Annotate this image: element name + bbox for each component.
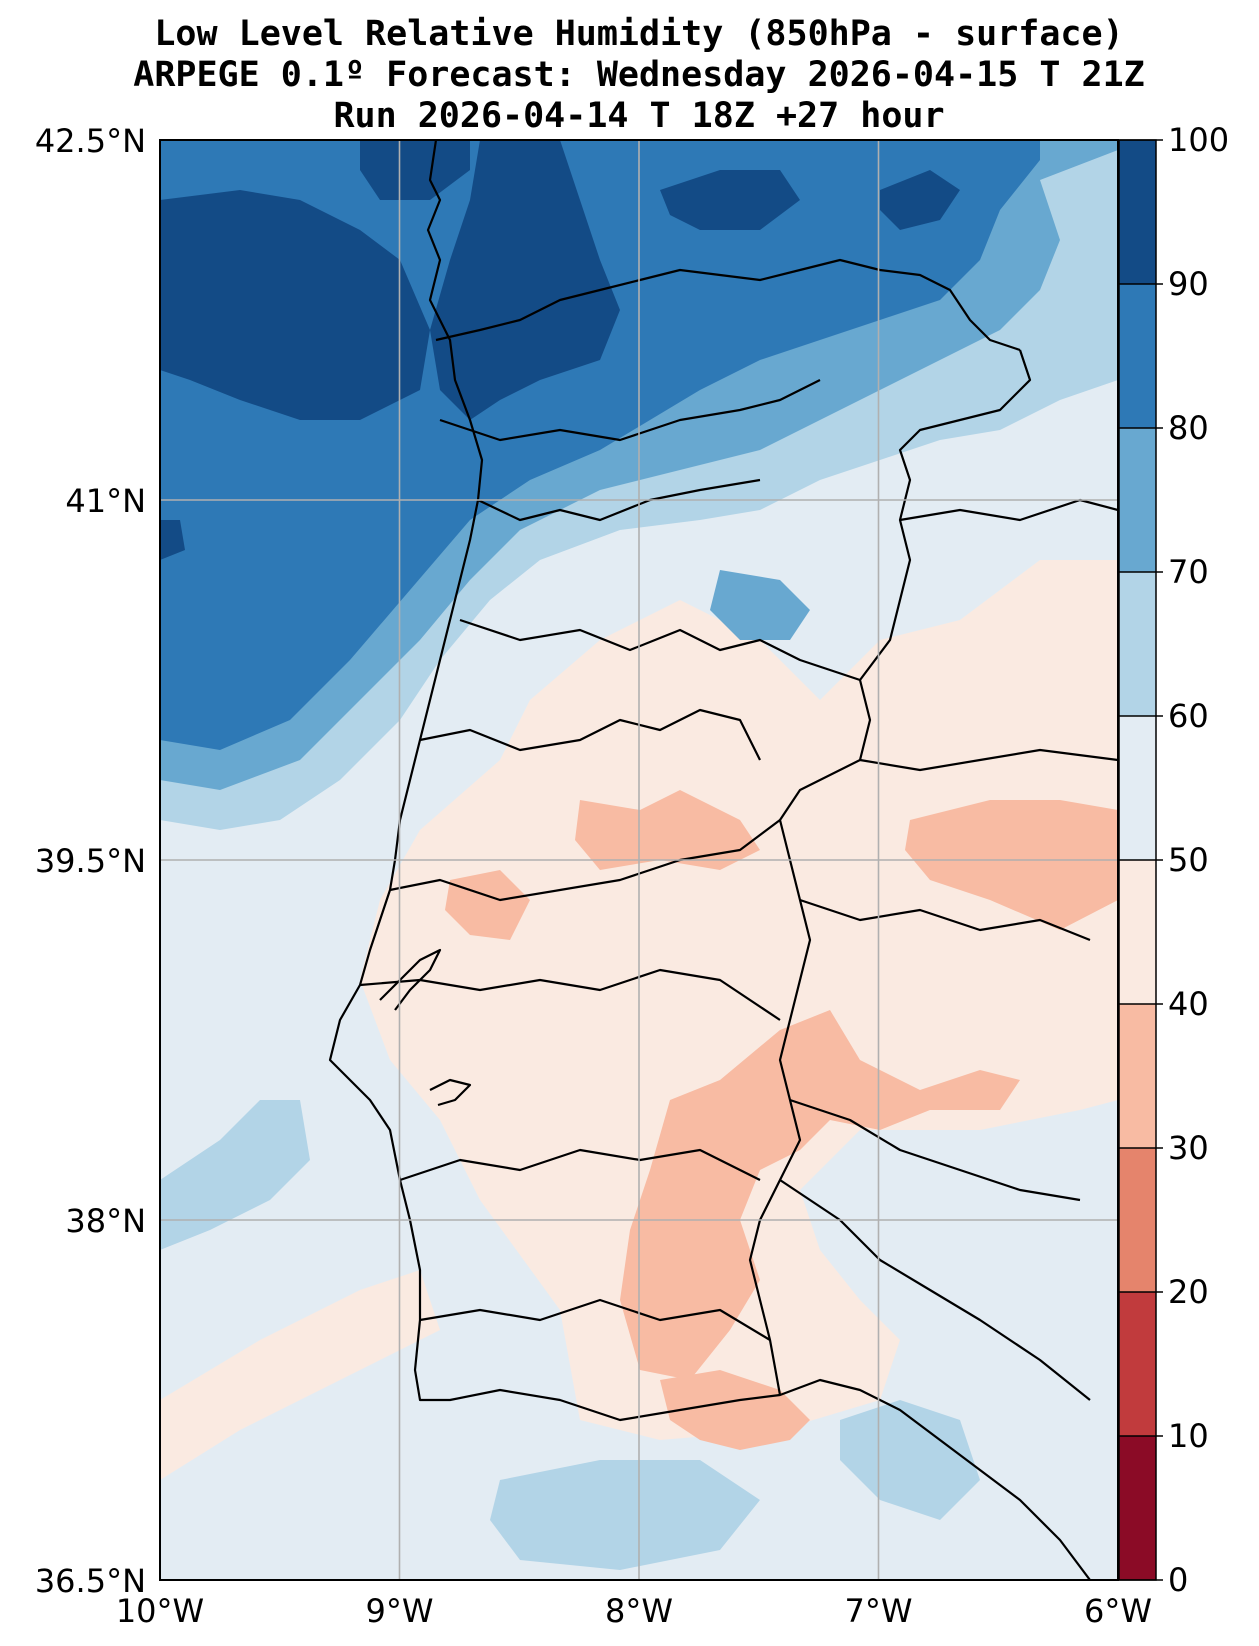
colorbar-label-50: 50 bbox=[1168, 841, 1209, 879]
title-line-3: Run 2026-04-14 T 18Z +27 hour bbox=[333, 96, 944, 136]
rh-90-100-minho bbox=[430, 140, 620, 420]
rh-90-100-galicia-coast bbox=[360, 140, 470, 200]
rh-90-100-offshore-core bbox=[160, 190, 430, 420]
border-district-1 bbox=[439, 379, 821, 442]
rh-90-100-offshore-spot bbox=[160, 520, 185, 560]
colorbar-label-30: 30 bbox=[1168, 1129, 1209, 1167]
lat-axis: 42.5°N 41°N 39.5°N 38°N 36.5°N bbox=[35, 122, 146, 1600]
colorbar-segment-9 bbox=[1119, 140, 1156, 285]
map-frame bbox=[159, 139, 1119, 1581]
colorbar-segment-4 bbox=[1119, 860, 1156, 1005]
colorbar-label-70: 70 bbox=[1168, 553, 1209, 591]
gridlines bbox=[160, 140, 1118, 1580]
rh-60-70-gulf bbox=[840, 1400, 980, 1520]
colorbar-label-10: 10 bbox=[1168, 1417, 1209, 1455]
colorbar-segment-3 bbox=[1119, 1004, 1156, 1149]
colorbar-label-80: 80 bbox=[1168, 409, 1209, 447]
title-line-2: ARPEGE 0.1º Forecast: Wednesday 2026-04-… bbox=[133, 55, 1144, 95]
rh-30-40-west bbox=[445, 870, 530, 940]
colorbar-segment-5 bbox=[1119, 716, 1156, 861]
colorbar-label-90: 90 bbox=[1168, 265, 1209, 303]
colorbar-label-40: 40 bbox=[1168, 985, 1209, 1023]
rh-40-50-east-patch bbox=[960, 610, 1118, 700]
border-portugal-spain-east bbox=[748, 349, 1032, 1396]
lat-label-38: 38°N bbox=[65, 1202, 146, 1240]
lat-label-42-5: 42.5°N bbox=[35, 122, 146, 160]
border-spain-4 bbox=[789, 1098, 1081, 1202]
title-line-1: Low Level Relative Humidity (850hPa - su… bbox=[154, 14, 1123, 54]
lon-label-6w: 6°W bbox=[1084, 1592, 1152, 1630]
rh-90-100-leon bbox=[880, 170, 960, 230]
rh-30-40-south bbox=[660, 1370, 810, 1450]
border-spain-3 bbox=[799, 898, 1091, 942]
coastline bbox=[328, 140, 1091, 1580]
colorbar-segment-2 bbox=[1119, 1148, 1156, 1293]
lon-axis: 10°W 9°W 8°W 7°W 6°W bbox=[116, 1592, 1152, 1630]
border-district-4 bbox=[419, 708, 761, 761]
colorbar-segment-1 bbox=[1119, 1292, 1156, 1437]
border-sado-estuary bbox=[429, 1078, 472, 1107]
rh-60-70-south-offshore bbox=[490, 1460, 760, 1570]
rh-40-50-atlantic-strip bbox=[160, 1270, 440, 1480]
border-spain-2 bbox=[859, 748, 1118, 772]
colorbar-label-60: 60 bbox=[1168, 697, 1209, 735]
border-portugal-spain-north bbox=[435, 258, 1021, 352]
colorbar-label-20: 20 bbox=[1168, 1273, 1209, 1311]
lat-label-41: 41°N bbox=[65, 482, 146, 520]
border-district-6 bbox=[359, 968, 781, 1021]
colorbar-label-100: 100 bbox=[1168, 121, 1229, 159]
border-district-7 bbox=[399, 1148, 761, 1182]
border-district-5 bbox=[389, 819, 781, 902]
lon-label-10w: 10°W bbox=[116, 1592, 204, 1630]
colorbar-label-0: 0 bbox=[1168, 1561, 1188, 1599]
lat-label-39-5: 39.5°N bbox=[35, 842, 146, 880]
lon-label-8w: 8°W bbox=[605, 1592, 673, 1630]
border-spain-1 bbox=[899, 498, 1118, 522]
border-district-8 bbox=[419, 1298, 771, 1341]
rh-90-100-galicia-interior bbox=[660, 170, 800, 230]
colorbar-segment-7 bbox=[1119, 428, 1156, 573]
rh-70-80-interior-patch bbox=[710, 570, 810, 640]
lon-label-9w: 9°W bbox=[366, 1592, 434, 1630]
colorbar-segment-0 bbox=[1119, 1436, 1156, 1581]
rh-30-40-tejo bbox=[575, 790, 760, 870]
rh-30-40-alentejo bbox=[620, 1010, 1020, 1380]
border-district-2 bbox=[477, 478, 761, 522]
rh-60-70-southwest bbox=[160, 1100, 310, 1250]
border-district-3 bbox=[459, 618, 861, 682]
colorbar-segment-6 bbox=[1119, 572, 1156, 717]
rh-30-40-east bbox=[905, 800, 1118, 930]
colorbar-segment-8 bbox=[1119, 284, 1156, 429]
lat-label-36-5: 36.5°N bbox=[35, 1562, 146, 1600]
lon-label-7w: 7°W bbox=[845, 1592, 913, 1630]
colorbar: 0 10 20 30 40 50 60 70 80 90 100 bbox=[1118, 121, 1229, 1599]
